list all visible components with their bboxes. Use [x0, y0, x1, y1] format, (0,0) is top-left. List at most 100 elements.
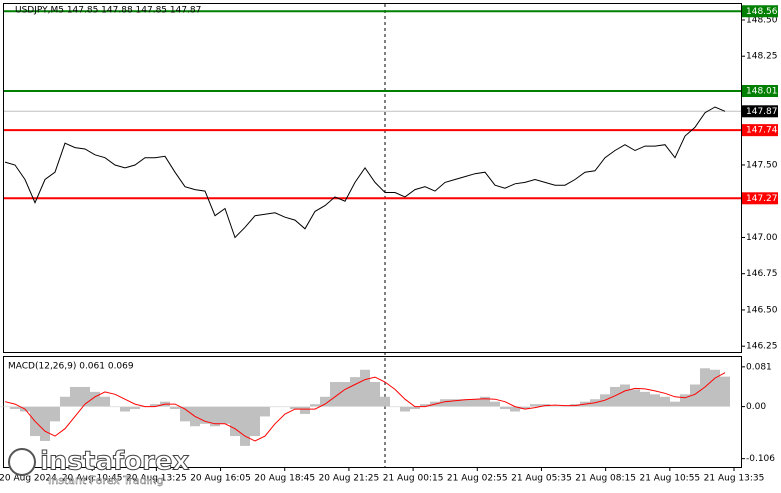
- level-tag: [742, 124, 778, 137]
- macd-bar: [70, 386, 80, 407]
- macd-bar: [210, 406, 220, 427]
- macd-bar: [520, 406, 530, 410]
- macd-bar: [60, 396, 70, 407]
- x-tick-label: 20 Aug 2024: [0, 474, 57, 484]
- y-tick-label: 147.00: [746, 233, 778, 243]
- y-tick-label: 146.25: [746, 342, 778, 352]
- watermark-tagline: Instant Forex Trading: [48, 474, 164, 487]
- macd-bar: [180, 406, 190, 422]
- x-tick-label: 21 Aug 00:15: [383, 474, 444, 484]
- x-tick-label: 20 Aug 10:45: [62, 474, 123, 484]
- macd-bar: [300, 406, 310, 414]
- macd-bar: [150, 404, 160, 407]
- macd-bar: [680, 394, 690, 407]
- y-tick-label: 148.25: [746, 52, 778, 62]
- last-price-tag: [742, 105, 778, 118]
- x-tick-label: 21 Aug 08:15: [575, 474, 636, 484]
- macd-bar: [530, 404, 540, 407]
- macd-bar: [670, 401, 680, 407]
- last-price-label: 147.87: [746, 107, 778, 117]
- x-tick-label: 20 Aug 16:05: [190, 474, 251, 484]
- y-tick-label: 147.50: [746, 160, 778, 170]
- macd-bar: [470, 399, 480, 407]
- macd-bar: [40, 406, 50, 441]
- watermark-brand: instaforex: [40, 447, 190, 477]
- macd-header: MACD(12,26,9) 0.061 0.069: [8, 362, 134, 372]
- macd-bar: [620, 384, 630, 407]
- macd-bar: [380, 396, 390, 407]
- signal-line: [4, 372, 726, 442]
- y-tick-label: 0.081: [746, 362, 772, 372]
- macd-panel: [3, 356, 742, 468]
- macd-bar: [260, 406, 270, 417]
- macd-bar: [100, 396, 110, 407]
- macd-bar: [500, 406, 510, 410]
- level-tag: [742, 5, 778, 18]
- macd-bar: [340, 382, 350, 407]
- macd-bar: [420, 404, 430, 407]
- macd-bar: [250, 406, 260, 437]
- macd-bar: [660, 396, 670, 407]
- macd-bar: [550, 406, 560, 408]
- macd-bar: [690, 384, 700, 407]
- x-tick-label: 21 Aug 10:55: [639, 474, 700, 484]
- level-label: 148.01: [746, 87, 778, 97]
- level-label: 147.74: [746, 126, 778, 136]
- macd-bar: [120, 406, 130, 412]
- macd-bar: [130, 406, 140, 410]
- y-tick-label: 0.00: [746, 402, 766, 412]
- y-tick-label: 146.50: [746, 305, 778, 315]
- watermark-logo: [8, 448, 36, 476]
- macd-bar: [490, 401, 500, 407]
- macd-bar: [400, 406, 410, 412]
- macd-bar: [290, 406, 300, 410]
- symbol-header: USDJPY,M5 147.85 147.88 147.85 147.87: [15, 6, 201, 16]
- macd-bar: [610, 386, 620, 407]
- macd-bar: [630, 389, 640, 407]
- x-tick-label: 20 Aug 21:25: [319, 474, 380, 484]
- macd-bar: [230, 406, 240, 437]
- x-tick-label: 21 Aug 05:35: [511, 474, 572, 484]
- y-tick-label: 148.50: [746, 15, 778, 25]
- macd-bar: [650, 394, 660, 407]
- macd-bar: [560, 406, 570, 408]
- level-tag: [742, 85, 778, 97]
- macd-bar: [370, 382, 380, 407]
- macd-bar: [270, 406, 280, 408]
- x-tick-label: 21 Aug 13:35: [704, 474, 765, 484]
- macd-bar: [410, 406, 420, 410]
- macd-bar: [240, 406, 250, 446]
- macd-bar: [320, 396, 330, 407]
- macd-bar: [110, 406, 120, 408]
- macd-bar: [460, 399, 470, 407]
- level-label: 148.56: [746, 7, 778, 17]
- macd-bar: [170, 406, 180, 410]
- watermark: instaforex Instant Forex Trading: [8, 446, 190, 487]
- x-tick-label: 21 Aug 02:55: [447, 474, 508, 484]
- level-label: 147.27: [746, 194, 778, 204]
- macd-bar: [280, 406, 290, 408]
- macd-bar: [200, 406, 210, 424]
- macd-bar: [390, 406, 400, 408]
- macd-bar: [0, 406, 10, 408]
- macd-bar: [450, 399, 460, 407]
- macd-bar: [310, 404, 320, 407]
- macd-bar: [720, 376, 730, 407]
- macd-bar: [80, 386, 90, 407]
- macd-bar: [710, 369, 720, 407]
- macd-bar: [480, 396, 490, 407]
- macd-bar: [360, 369, 370, 407]
- macd-bar: [640, 391, 650, 407]
- macd-bar: [90, 391, 100, 407]
- price-line: [4, 106, 726, 239]
- macd-bar: [10, 406, 20, 410]
- macd-bar: [350, 377, 360, 407]
- macd-bar: [50, 406, 60, 422]
- macd-bar: [510, 406, 520, 412]
- y-tick-label: 146.75: [746, 269, 778, 279]
- level-tag: [742, 192, 778, 205]
- y-tick-label: -0.106: [746, 454, 775, 464]
- x-tick-label: 20 Aug 13:25: [126, 474, 187, 484]
- macd-bar: [440, 399, 450, 407]
